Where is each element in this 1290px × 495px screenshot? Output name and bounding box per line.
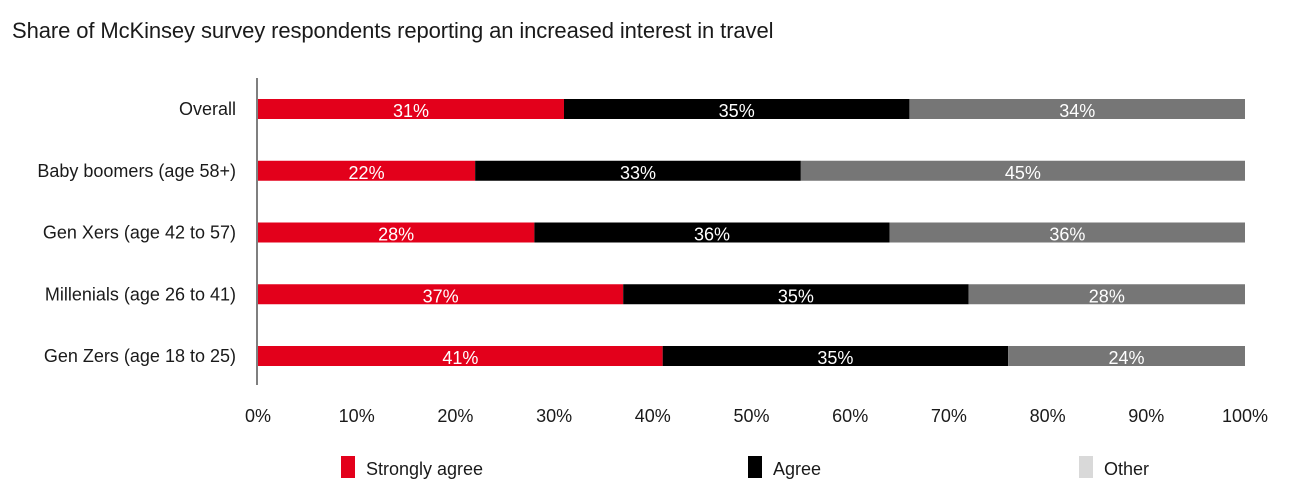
x-tick-label: 0% <box>245 406 271 426</box>
data-label: 28% <box>378 225 414 245</box>
x-tick-label: 80% <box>1030 406 1066 426</box>
x-tick-label: 40% <box>635 406 671 426</box>
data-label: 33% <box>620 163 656 183</box>
data-label: 31% <box>393 101 429 121</box>
chart-title: Share of McKinsey survey respondents rep… <box>12 18 774 43</box>
legend: Strongly agree Agree Other <box>341 456 1149 479</box>
bar-segment <box>662 346 1009 366</box>
x-tick-label: 20% <box>437 406 473 426</box>
bar-segment <box>258 99 564 119</box>
legend-label: Agree <box>773 459 821 479</box>
category-label: Overall <box>179 99 236 119</box>
bar-segment <box>258 222 535 243</box>
legend-swatch <box>748 456 762 478</box>
x-tick-label: 100% <box>1222 406 1268 426</box>
bar-segment <box>475 160 801 181</box>
bar-segment <box>258 346 663 366</box>
x-tick-label: 90% <box>1128 406 1164 426</box>
bars-layer: 31% 35% 34% 22% 33% 45% 28% 36% 36% 37% 35% 28% 41% 3… <box>258 99 1245 368</box>
x-tick-label: 30% <box>536 406 572 426</box>
data-label: 35% <box>778 286 814 306</box>
data-label: 41% <box>442 348 478 368</box>
legend-swatch <box>1079 456 1093 478</box>
category-label: Baby boomers (age 58+) <box>37 161 236 181</box>
data-label: 36% <box>1049 225 1085 245</box>
category-label: Millenials (age 26 to 41) <box>45 284 236 304</box>
x-tick-label: 50% <box>733 406 769 426</box>
bar-segment <box>623 284 969 305</box>
bar-segment <box>258 284 624 305</box>
bar-segment <box>909 99 1245 119</box>
bar-segment <box>889 222 1245 243</box>
category-label: Gen Zers (age 18 to 25) <box>44 346 236 366</box>
bar-segment <box>258 160 476 181</box>
bar-segment <box>563 99 910 119</box>
data-label: 45% <box>1005 163 1041 183</box>
category-labels: Overall Baby boomers (age 58+) Gen Xers (a… <box>37 99 236 366</box>
data-label: 24% <box>1109 348 1145 368</box>
x-tick-label: 70% <box>931 406 967 426</box>
data-label: 28% <box>1089 286 1125 306</box>
x-tick-label: 10% <box>339 406 375 426</box>
data-label: 35% <box>817 348 853 368</box>
bar-segment <box>800 160 1245 181</box>
data-label: 34% <box>1059 101 1095 121</box>
x-axis-ticks: 0% 10% 20% 30% 40% 50% 60% 70% 80% 90% 100% <box>245 406 1268 426</box>
data-label: 37% <box>423 286 459 306</box>
data-label: 36% <box>694 225 730 245</box>
bar-segment <box>534 222 890 243</box>
data-label: 35% <box>719 101 755 121</box>
legend-swatch <box>341 456 355 478</box>
data-label: 22% <box>349 163 385 183</box>
category-label: Gen Xers (age 42 to 57) <box>43 223 236 243</box>
legend-label: Strongly agree <box>366 459 483 479</box>
bar-segment <box>1008 346 1245 366</box>
bar-segment <box>968 284 1245 305</box>
legend-label: Other <box>1104 459 1149 479</box>
x-tick-label: 60% <box>832 406 868 426</box>
